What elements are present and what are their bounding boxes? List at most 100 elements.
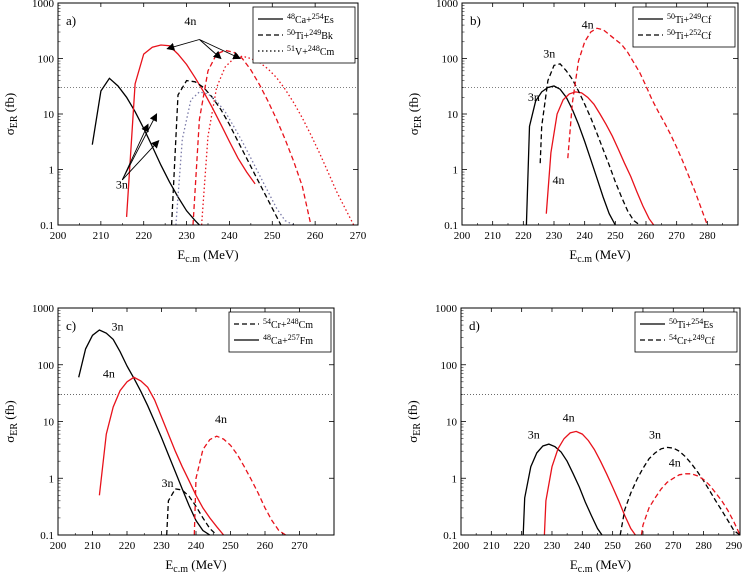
series-line-50Ti-249Cf-4n: [545, 91, 655, 225]
x-tick-label: 270: [665, 540, 682, 552]
curve-annotation: 3n: [528, 428, 540, 442]
curve-annotation: 3n: [116, 178, 128, 192]
y-tick-label: 1: [453, 165, 459, 177]
x-tick-label: 240: [221, 230, 238, 242]
annotation-arrow: [199, 39, 242, 60]
series-line-54Cr-248Cm-3n: [166, 488, 218, 535]
panel-label: a): [66, 13, 76, 28]
panel-label: b): [470, 13, 481, 28]
curve-annotation: 3n: [528, 90, 540, 104]
x-tick-label: 200: [453, 540, 470, 552]
x-tick-label: 260: [638, 230, 655, 242]
chart-panel-c: 200 210 220 230 240 250 260 270 0.1 1 10 100 1000 Ec.…: [2, 303, 335, 573]
legend-entry: 50Ti+249Bk: [287, 28, 333, 43]
series-line-51V-248Cm-4n: [200, 55, 355, 225]
curve-annotation: 4n: [184, 14, 196, 28]
legend-box: [634, 311, 738, 353]
y-axis-title: σER (fb): [406, 93, 424, 136]
x-tick-label: 270: [291, 540, 308, 552]
x-tick-label: 230: [178, 230, 195, 242]
legend-entry: 51V+248Cm: [287, 44, 335, 59]
x-tick-label: 220: [513, 540, 530, 552]
annotation-arrow: [121, 123, 149, 181]
curve-annotation: 4n: [552, 173, 564, 187]
annotation-arrow: [121, 113, 158, 181]
x-tick-label: 200: [454, 230, 471, 242]
x-tick-label: 250: [607, 230, 624, 242]
legend-entry: 48Ca+257Fm: [263, 333, 313, 348]
y-tick-label: 10: [446, 417, 458, 429]
series-line-50Ti-252Cf-3n: [539, 63, 641, 225]
y-tick-label: 1000: [32, 0, 55, 10]
y-tick-label: 10: [447, 109, 459, 121]
y-axis-title: σER (fb): [2, 93, 20, 136]
series-line-48Ca-254Es-4n: [125, 44, 256, 217]
x-axis-title: Ec.m (MeV): [177, 247, 238, 265]
series-line-50Ti-254Es-3n: [522, 443, 603, 535]
curve-annotation: 3n: [543, 46, 555, 60]
legend-entry: 48Ca+254Es: [287, 12, 334, 27]
x-axis-title: Ec.m (MeV): [569, 247, 630, 265]
x-tick-label: 210: [484, 230, 501, 242]
series-line-54Cr-249Cf-4n: [640, 473, 740, 535]
curve-annotation: 4n: [215, 412, 227, 426]
x-tick-label: 220: [135, 230, 152, 242]
x-tick-label: 290: [726, 540, 743, 552]
series-line-54Cr-249Cf-3n: [619, 446, 740, 535]
x-tick-label: 270: [668, 230, 685, 242]
x-tick-label: 240: [576, 230, 593, 242]
y-tick-label: 100: [441, 360, 458, 372]
curve-annotation: 4n: [563, 411, 575, 425]
legend-box: [228, 311, 332, 353]
x-tick-label: 260: [257, 540, 274, 552]
x-tick-label: 230: [546, 230, 563, 242]
chart-panel-b: 200 210 220 230 240 250 260 270 280 0.1 1 10 100 1000…: [406, 0, 739, 265]
curve-annotation: 3n: [111, 320, 123, 334]
x-tick-label: 210: [93, 230, 110, 242]
annotation-arrow: [121, 139, 160, 181]
x-tick-label: 250: [604, 540, 621, 552]
legend-entry: 50Ti+252Cf: [667, 28, 712, 43]
y-tick-label: 0.1: [40, 220, 54, 232]
x-tick-label: 250: [264, 230, 281, 242]
x-tick-label: 250: [222, 540, 239, 552]
chart-panel-d: 200 210 220 230 240 250 260 270 280 290 0.1 1 10 100 1…: [405, 303, 743, 573]
legend-entry: 54Cr+248Cm: [263, 317, 313, 332]
series-line-51V-248Cm-3n: [175, 91, 294, 225]
curve-annotation: 4n: [582, 17, 594, 31]
series-line-50Ti-252Cf-4n: [567, 27, 708, 225]
x-tick-label: 200: [50, 230, 67, 242]
legend-entry: 50Ti+254Es: [669, 317, 713, 332]
x-axis-title: Ec.m (MeV): [570, 557, 631, 573]
series-line-50Ti-249Bk-4n: [192, 49, 312, 225]
y-tick-label: 1000: [32, 303, 55, 315]
x-tick-label: 220: [515, 230, 532, 242]
legend-entry: 50Ti+249Cf: [667, 12, 712, 27]
legend-box: [632, 6, 736, 48]
y-tick-label: 10: [43, 417, 55, 429]
y-axis-title: σER (fb): [405, 400, 423, 443]
curve-annotation: 4n: [669, 456, 681, 470]
y-tick-label: 1: [49, 473, 55, 485]
y-tick-label: 100: [38, 54, 55, 66]
x-tick-label: 260: [307, 230, 324, 242]
y-tick-label: 0.1: [40, 530, 54, 542]
x-tick-label: 230: [544, 540, 561, 552]
y-tick-label: 1: [452, 473, 458, 485]
series-line-50Ti-254Es-4n: [543, 430, 636, 535]
series-line-48Ca-257Fm-4n: [98, 376, 225, 535]
series-line-48Ca-257Fm-3n: [78, 329, 211, 535]
series-line-50Ti-249Cf-3n: [525, 85, 616, 225]
x-tick-label: 270: [350, 230, 367, 242]
curve-annotation: 4n: [103, 366, 115, 380]
y-tick-label: 0.1: [443, 530, 457, 542]
y-tick-label: 100: [38, 360, 55, 372]
x-tick-label: 280: [699, 230, 716, 242]
legend-entry: 54Cr+249Cf: [669, 333, 715, 348]
y-tick-label: 1000: [436, 0, 459, 10]
x-tick-label: 230: [153, 540, 170, 552]
